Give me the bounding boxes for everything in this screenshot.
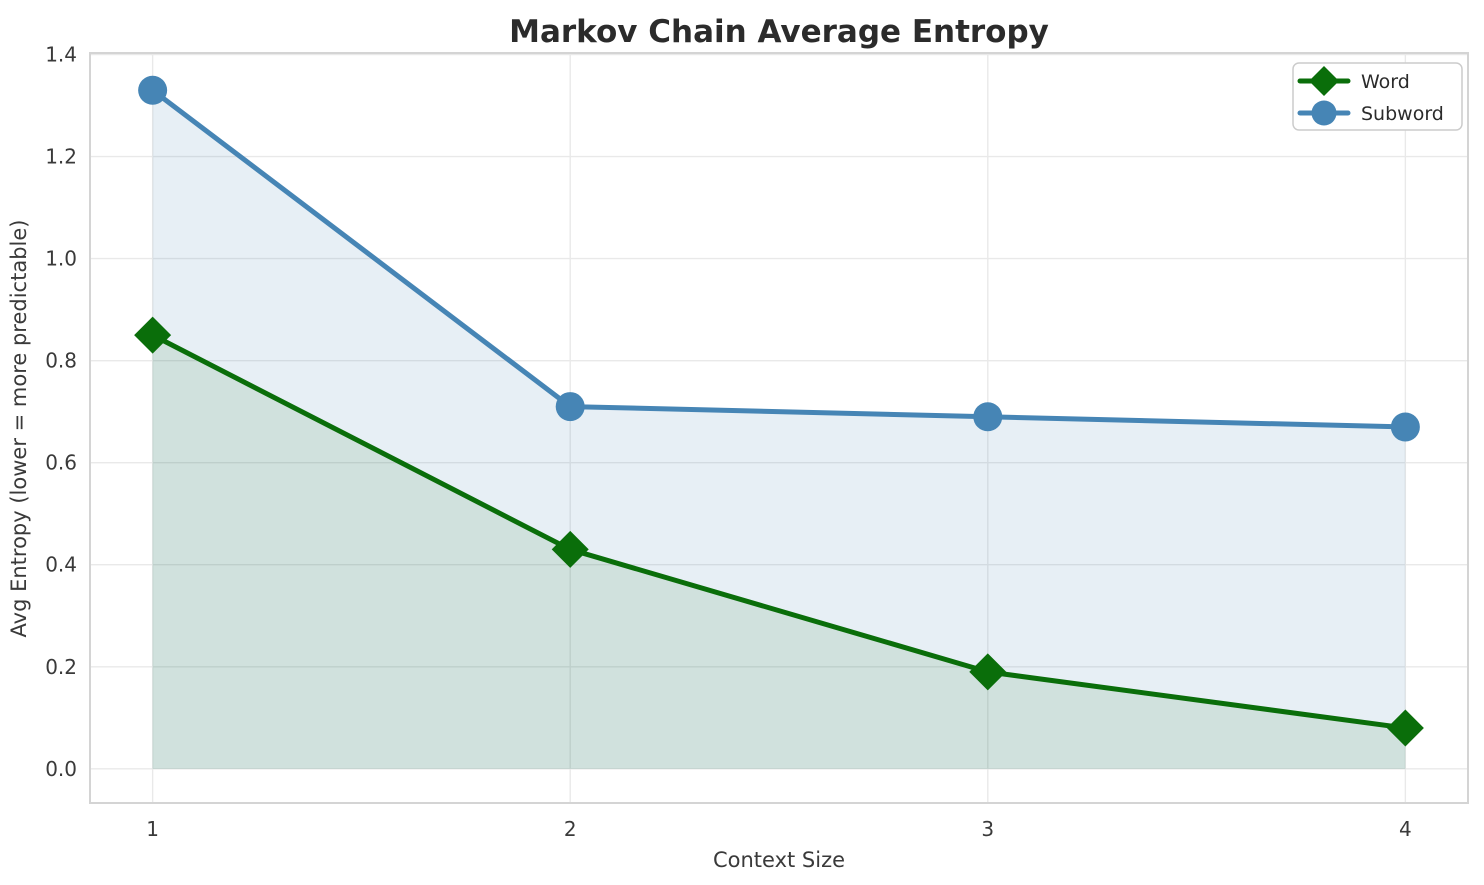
word-marker [969,653,1007,691]
word-marker [1386,709,1424,747]
subword-marker [1390,412,1420,442]
x-tick-label: 1 [146,817,159,841]
subword-area-fill [152,90,1406,769]
subword-marker [138,75,168,105]
plot-border [89,52,1469,804]
gridlines [90,53,1468,803]
x-axis-tick-labels: 1 2 3 4 [146,817,1411,841]
y-tick-label: 1.0 [45,247,77,271]
legend-word-label: Word [1361,71,1410,93]
x-tick-label: 2 [564,817,577,841]
series-markers [134,75,1424,747]
chart-title: Markov Chain Average Entropy [509,14,1049,50]
legend-item-word: Word [1297,66,1410,96]
series-lines [150,87,1408,731]
y-tick-label: 0.8 [45,349,77,373]
legend-item-subword: Subword [1297,100,1444,126]
y-tick-label: 1.2 [45,145,77,169]
word-marker [551,530,589,568]
subword-marker [555,392,585,422]
word-area-fill [152,335,1406,769]
y-tick-label: 0.2 [45,655,77,679]
y-tick-label: 0.4 [45,553,77,577]
x-tick-label: 3 [981,817,994,841]
y-tick-label: 0.6 [45,451,77,475]
area-fills [152,90,1406,769]
legend-subword-circle-icon [1311,100,1337,126]
y-tick-label: 0.0 [45,757,77,781]
y-axis-label: Avg Entropy (lower = more predictable) [7,220,31,638]
x-axis-label: Context Size [713,848,845,872]
word-line [150,332,1408,731]
y-axis-tick-labels: 0.0 0.2 0.4 0.6 0.8 1.0 1.2 1.4 [45,43,77,781]
legend-subword-label: Subword [1361,103,1444,125]
legend: Word Subword [1292,62,1463,131]
subword-marker [973,402,1003,432]
word-marker [134,316,172,354]
subword-line [150,87,1408,430]
legend-word-diamond-icon [1309,66,1339,96]
x-tick-label: 4 [1399,817,1412,841]
y-tick-label: 1.4 [45,43,77,67]
